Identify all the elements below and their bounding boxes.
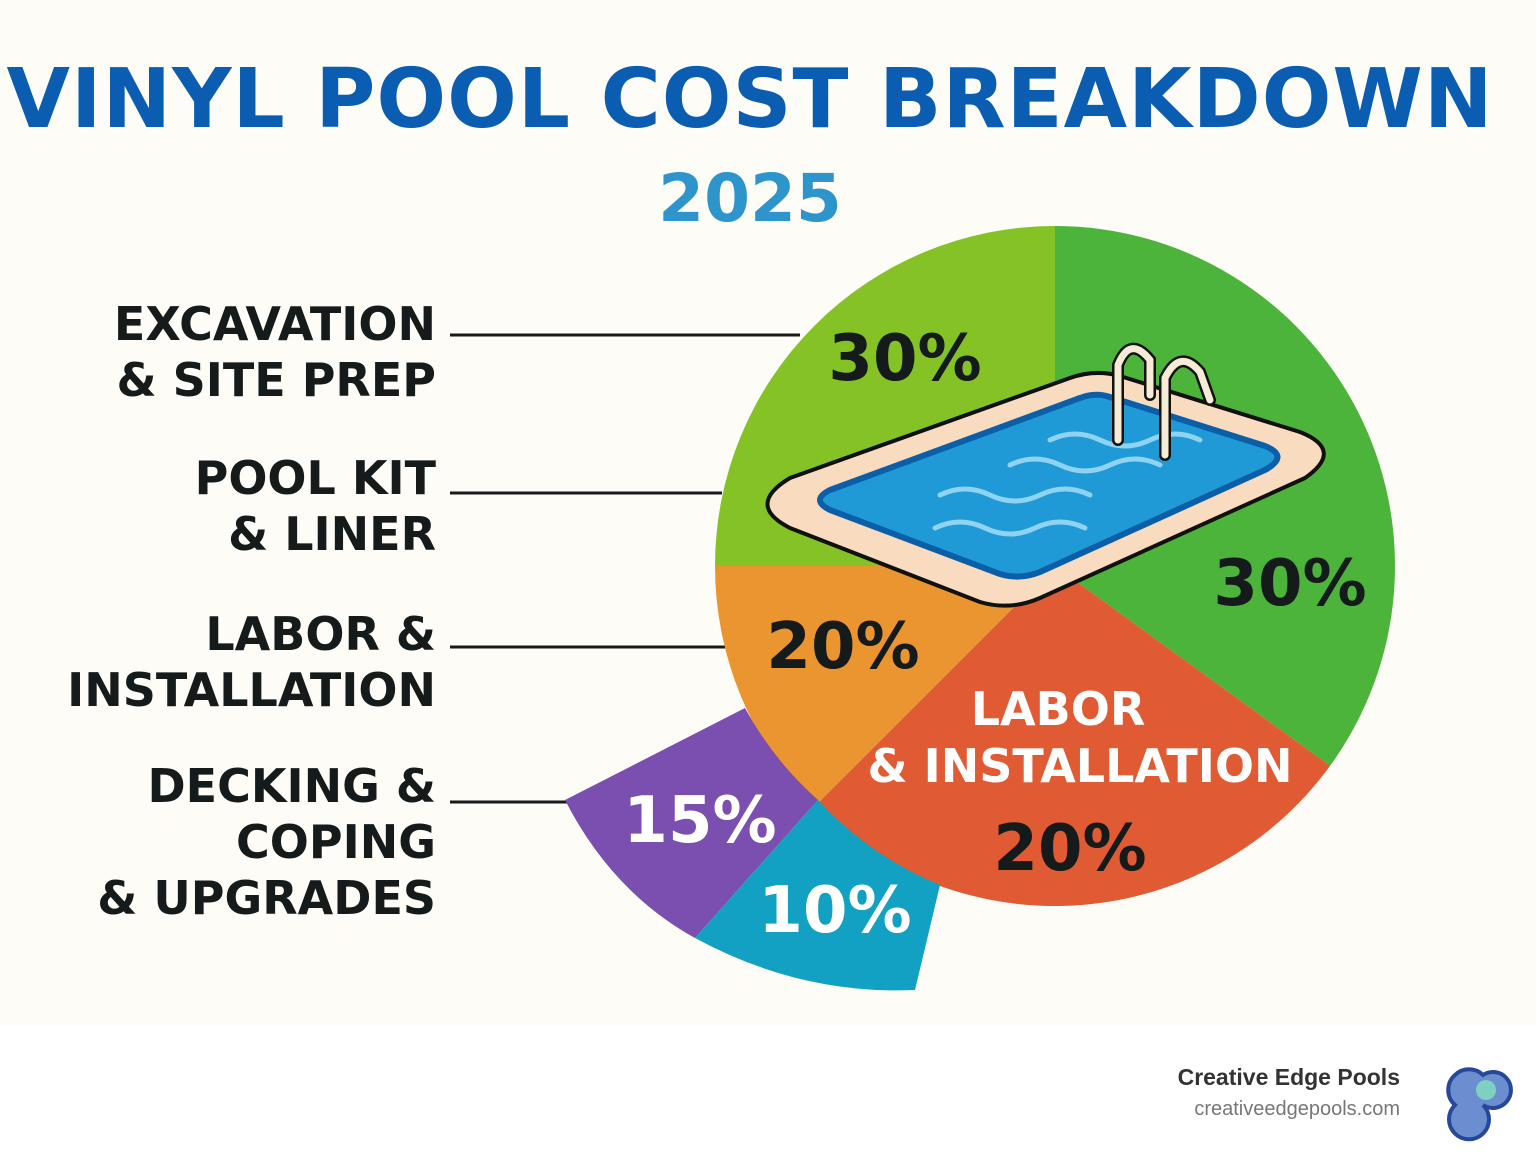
legend-label-decking: DECKING & COPING & UPGRADES — [97, 759, 436, 925]
water-wave — [1007, 456, 1163, 474]
slice-decking — [715, 566, 1055, 807]
slice-label-decking: 20% — [766, 610, 919, 684]
slice-label-excavation: 30% — [828, 322, 981, 396]
footer — [0, 1025, 1536, 1154]
slice-label-upgrades: 15% — [623, 784, 776, 858]
legend-label-excavation: EXCAVATION & SITE PREP — [113, 297, 436, 407]
water-wave — [932, 519, 1088, 537]
brand-url[interactable]: creativeedgepools.com — [1194, 1098, 1400, 1120]
slice-inner-label-line1: LABOR — [971, 682, 1146, 736]
swimming-pool-icon — [765, 342, 1326, 608]
slice-coping — [695, 800, 940, 991]
chart-subtitle: 2025 — [658, 160, 842, 237]
chart-title: VINYL POOL COST BREAKDOWN — [6, 52, 1494, 147]
legend-label-pool-kit: POOL KIT & LINER — [194, 451, 436, 561]
slice-labor — [814, 566, 1331, 906]
water-wave — [937, 486, 1093, 504]
ladder-rail — [1161, 358, 1214, 459]
slice-upgrades — [565, 708, 818, 938]
brand-name: Creative Edge Pools — [1177, 1064, 1400, 1090]
slice-inner-label-line2: & INSTALLATION — [867, 739, 1292, 793]
slice-label-labor: 20% — [993, 812, 1146, 886]
slice-label-pool-kit: 30% — [1213, 547, 1366, 621]
slice-label-coping: 10% — [758, 874, 911, 948]
legend-label-labor: LABOR & INSTALLATION — [67, 607, 436, 717]
ladder-rail — [1114, 345, 1154, 444]
water-wave — [1047, 431, 1203, 449]
